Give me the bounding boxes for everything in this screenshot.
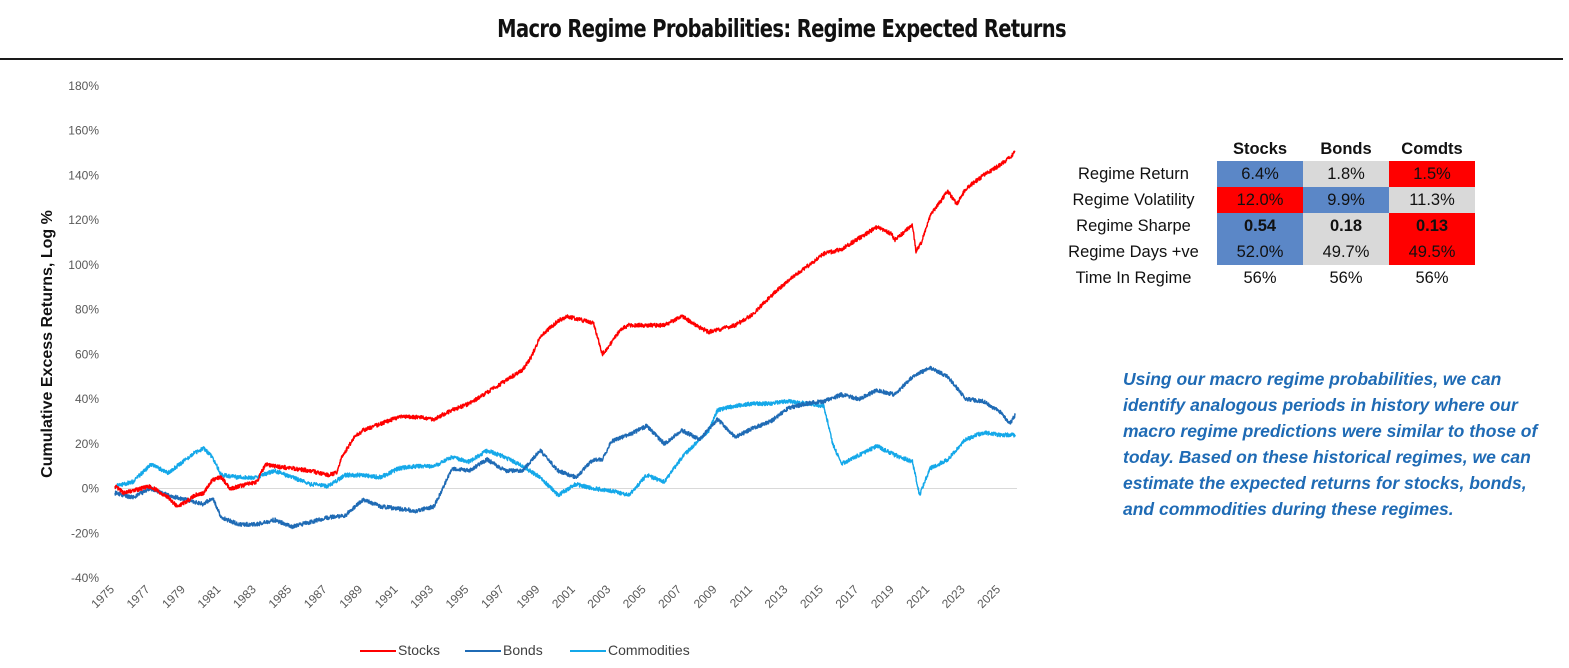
table-cell: 11.3% — [1389, 187, 1475, 213]
table-cell: 0.54 — [1217, 213, 1303, 239]
y-tick-label: -40% — [71, 571, 99, 585]
series-line-bonds — [114, 365, 1016, 530]
x-tick-label: 2021 — [904, 582, 933, 611]
x-tick-label: 1979 — [159, 582, 188, 611]
table-row: Regime Return 6.4% 1.8% 1.5% — [1050, 161, 1475, 187]
row-label: Regime Return — [1078, 164, 1189, 183]
table-cell: 52.0% — [1217, 239, 1303, 265]
y-tick-label: 80% — [75, 303, 99, 317]
y-tick-label: 140% — [68, 168, 99, 182]
table-cell: 6.4% — [1217, 161, 1303, 187]
regime-stats-table: Stocks Bonds Comdts Regime Return 6.4% 1… — [1050, 138, 1475, 291]
y-tick-label: 120% — [68, 213, 99, 227]
series-line-commodities — [114, 398, 1016, 498]
x-tick-label: 2017 — [833, 582, 862, 611]
x-tick-label: 2019 — [868, 582, 897, 611]
x-tick-label: 1983 — [230, 582, 259, 611]
table-cell: 9.9% — [1303, 187, 1389, 213]
legend-label-bonds: Bonds — [503, 642, 543, 658]
row-label: Time In Regime — [1075, 268, 1192, 287]
table-row: Time In Regime 56% 56% 56% — [1050, 265, 1475, 291]
table-row: Regime Sharpe 0.54 0.18 0.13 — [1050, 213, 1475, 239]
x-tick-label: 1977 — [124, 582, 153, 611]
table-cell: 56% — [1217, 265, 1303, 291]
x-tick-label: 1995 — [443, 582, 472, 611]
y-tick-label: -20% — [71, 526, 99, 540]
column-header-commodities: Comdts — [1401, 140, 1463, 158]
y-tick-label: 40% — [75, 392, 99, 406]
table-cell: 56% — [1389, 265, 1475, 291]
row-label: Regime Days +ve — [1068, 242, 1199, 261]
x-tick-label: 2015 — [797, 582, 826, 611]
chart-title: Macro Regime Probabilities: Regime Expec… — [497, 14, 1067, 43]
row-label: Regime Sharpe — [1076, 216, 1191, 235]
x-tick-label: 2007 — [655, 582, 684, 611]
table-row: Regime Days +ve 52.0% 49.7% 49.5% — [1050, 239, 1475, 265]
table-row: Regime Volatility 12.0% 9.9% 11.3% — [1050, 187, 1475, 213]
legend-label-stocks: Stocks — [398, 642, 440, 658]
table-cell: 1.5% — [1389, 161, 1475, 187]
x-tick-label: 1997 — [478, 582, 507, 611]
row-label: Regime Volatility — [1072, 190, 1195, 209]
commentary-note: Using our macro regime probabilities, we… — [1123, 369, 1538, 519]
x-tick-label: 1985 — [266, 582, 295, 611]
x-tick-label: 2011 — [727, 582, 755, 610]
x-tick-label: 2003 — [585, 582, 614, 611]
x-tick-label: 1993 — [407, 582, 436, 611]
x-tick-label: 1991 — [372, 582, 401, 611]
y-tick-label: 60% — [75, 347, 99, 361]
y-tick-label: 100% — [68, 258, 99, 272]
y-axis-label: Cumulative Excess Returns, Log % — [39, 210, 56, 478]
table-cell: 0.13 — [1389, 213, 1475, 239]
x-tick-label: 1987 — [301, 582, 330, 611]
x-tick-label: 2013 — [762, 582, 791, 611]
table-cell: 56% — [1303, 265, 1389, 291]
series-line-stocks — [114, 150, 1016, 508]
column-header-bonds: Bonds — [1320, 140, 1372, 158]
line-chart: -40% -20% 0% 20% 40% 60% 80% 100% 120% 140% 160% 18… — [39, 79, 1017, 658]
table-corner — [1050, 138, 1217, 161]
table-cell: 49.7% — [1303, 239, 1389, 265]
y-tick-label: 180% — [68, 79, 99, 93]
table-cell: 49.5% — [1389, 239, 1475, 265]
table-cell: 12.0% — [1217, 187, 1303, 213]
x-tick-label: 2001 — [549, 582, 578, 611]
x-tick-label: 2023 — [939, 582, 968, 611]
x-tick-label: 2009 — [691, 582, 720, 611]
y-tick-label: 20% — [75, 437, 99, 451]
y-tick-label: 160% — [68, 124, 99, 138]
table-cell: 0.18 — [1303, 213, 1389, 239]
title-divider — [0, 58, 1563, 60]
x-tick-label: 1989 — [336, 582, 365, 611]
y-tick-label: 0% — [82, 482, 100, 496]
column-header-stocks: Stocks — [1232, 140, 1288, 158]
x-tick-label: 1981 — [195, 582, 224, 611]
legend-label-commodities: Commodities — [608, 642, 690, 658]
x-tick-label: 2005 — [620, 582, 649, 611]
x-tick-label: 1999 — [514, 582, 543, 611]
x-tick-label: 1975 — [88, 582, 117, 611]
table-cell: 1.8% — [1303, 161, 1389, 187]
x-tick-label: 2025 — [974, 582, 1003, 611]
